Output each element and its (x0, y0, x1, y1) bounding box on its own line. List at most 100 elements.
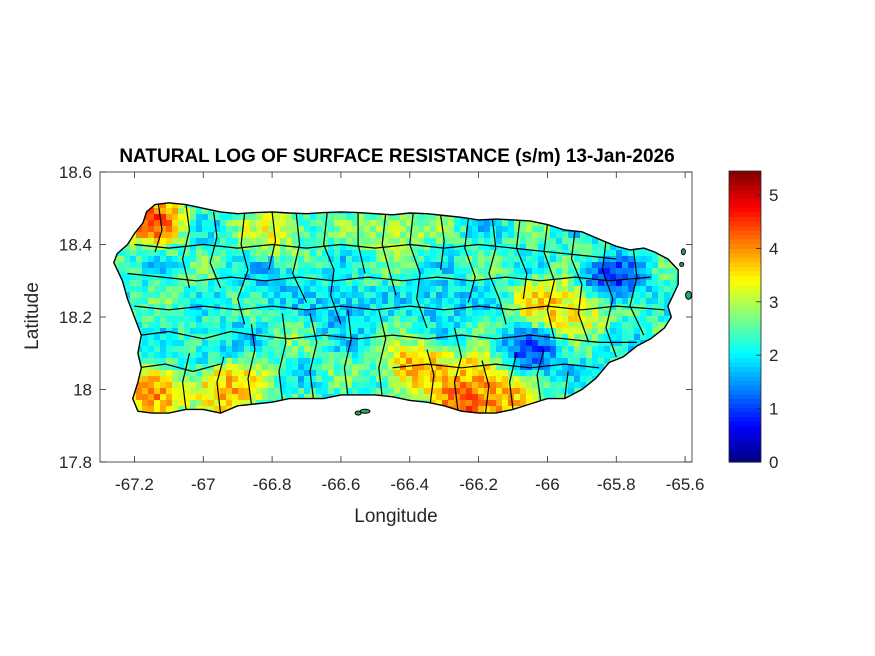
field-cell (526, 298, 533, 305)
field-cell (490, 232, 497, 239)
field-cell (142, 340, 149, 347)
field-cell (298, 226, 305, 233)
field-cell (250, 400, 257, 407)
field-cell (586, 268, 593, 275)
field-cell (400, 394, 407, 401)
field-cell (370, 340, 377, 347)
field-cell (460, 250, 467, 257)
field-cell (526, 226, 533, 233)
field-cell (154, 334, 161, 341)
field-cell (184, 280, 191, 287)
field-cell (448, 304, 455, 311)
field-cell (598, 274, 605, 281)
field-cell (304, 328, 311, 335)
field-cell (340, 292, 347, 299)
field-cell (322, 238, 329, 245)
field-cell (364, 376, 371, 383)
field-cell (484, 406, 491, 413)
field-cell (262, 328, 269, 335)
field-cell (406, 322, 413, 329)
field-cell (514, 340, 521, 347)
field-cell (250, 220, 257, 227)
field-cell (412, 292, 419, 299)
field-cell (418, 340, 425, 347)
field-cell (364, 304, 371, 311)
field-cell (190, 256, 197, 263)
field-cell (280, 238, 287, 245)
field-cell (580, 262, 587, 269)
field-cell (184, 370, 191, 377)
field-cell (568, 346, 575, 353)
field-cell (430, 256, 437, 263)
field-cell (448, 328, 455, 335)
field-cell (442, 328, 449, 335)
field-cell (544, 328, 551, 335)
field-cell (478, 322, 485, 329)
field-cell (556, 316, 563, 323)
field-cell (208, 238, 215, 245)
field-cell (574, 310, 581, 317)
field-cell (316, 388, 323, 395)
field-cell (226, 334, 233, 341)
field-cell (514, 268, 521, 275)
field-cell (382, 238, 389, 245)
field-cell (514, 298, 521, 305)
field-cell (538, 268, 545, 275)
field-cell (376, 250, 383, 257)
field-cell (196, 388, 203, 395)
field-cell (184, 364, 191, 371)
field-cell (556, 328, 563, 335)
field-cell (568, 238, 575, 245)
field-cell (298, 310, 305, 317)
field-cell (334, 316, 341, 323)
field-cell (256, 226, 263, 233)
field-cell (160, 262, 167, 269)
field-cell (514, 370, 521, 377)
field-cell (550, 232, 557, 239)
field-cell (484, 346, 491, 353)
field-cell (286, 388, 293, 395)
field-cell (652, 268, 659, 275)
field-cell (196, 376, 203, 383)
field-cell (316, 298, 323, 305)
field-cell (496, 352, 503, 359)
field-cell (322, 280, 329, 287)
field-cell (256, 262, 263, 269)
field-cell (592, 286, 599, 293)
field-cell (250, 232, 257, 239)
field-cell (454, 322, 461, 329)
field-cell (514, 328, 521, 335)
field-cell (424, 298, 431, 305)
field-cell (202, 346, 209, 353)
field-cell (226, 376, 233, 383)
field-cell (430, 334, 437, 341)
field-cell (178, 358, 185, 365)
field-cell (238, 220, 245, 227)
field-cell (172, 268, 179, 275)
field-cell (232, 370, 239, 377)
field-cell (472, 370, 479, 377)
field-cell (136, 268, 143, 275)
field-cell (382, 232, 389, 239)
field-cell (286, 394, 293, 401)
field-cell (676, 274, 679, 281)
field-cell (658, 304, 665, 311)
field-cell (316, 316, 323, 323)
field-cell (652, 274, 659, 281)
field-cell (244, 400, 251, 407)
field-cell (412, 370, 419, 377)
field-cell (442, 310, 449, 317)
field-cell (574, 346, 581, 353)
field-cell (538, 226, 545, 233)
municipality-boundary (629, 249, 645, 336)
field-cell (280, 286, 287, 293)
field-cell (364, 370, 371, 377)
field-cell (544, 238, 551, 245)
field-cell (220, 364, 227, 371)
field-cell (280, 394, 287, 401)
field-cell (418, 244, 425, 251)
field-cell (514, 262, 521, 269)
field-cell (292, 388, 299, 395)
field-cell (346, 340, 353, 347)
